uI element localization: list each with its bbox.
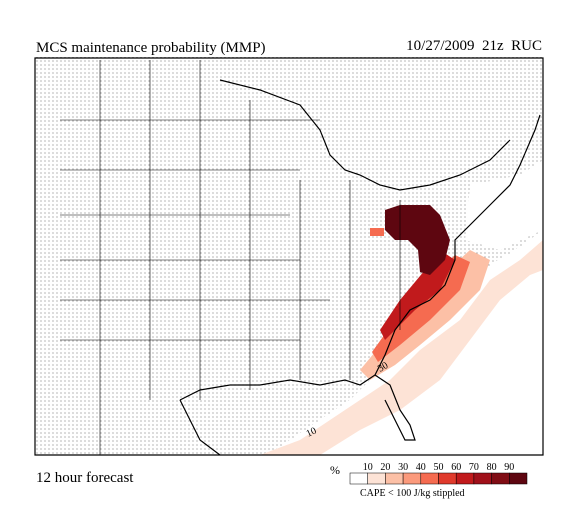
colorbar-box bbox=[385, 472, 404, 485]
colorbar-tick-label: 20 bbox=[380, 462, 390, 473]
colorbar-box bbox=[420, 472, 439, 485]
colorbar-unit: % bbox=[330, 463, 340, 477]
shade-50 bbox=[372, 255, 470, 362]
map: 30 10 bbox=[34, 57, 544, 456]
colorbar-tick-label: 40 bbox=[416, 462, 426, 473]
colorbar-box bbox=[455, 472, 475, 485]
colorbar-tick-label: 30 bbox=[398, 462, 408, 473]
state-lines bbox=[60, 60, 401, 455]
colorbar: 10 20 30 40 50 60 70 80 90 bbox=[349, 462, 528, 485]
colorbar-box bbox=[349, 472, 368, 485]
colorbar-tick-label: 60 bbox=[451, 462, 461, 473]
colorbar-box bbox=[402, 472, 422, 485]
contour-label: 10 bbox=[305, 426, 319, 440]
colorbar-tick-label: 90 bbox=[504, 462, 514, 473]
colorbar-tick-label: 70 bbox=[469, 462, 479, 473]
colorbar-box bbox=[367, 472, 386, 485]
colorbar-tick-label: 80 bbox=[487, 462, 497, 473]
great-lakes-border bbox=[219, 79, 511, 191]
valid-time: 10/27/2009 21z RUC bbox=[406, 38, 542, 54]
texas-coast bbox=[179, 399, 221, 456]
frame bbox=[34, 57, 544, 456]
florida bbox=[374, 374, 416, 441]
contour-label: 30 bbox=[376, 360, 390, 375]
shade-90 bbox=[385, 205, 450, 275]
note: CAPE < 100 J/kg stippled bbox=[360, 488, 465, 499]
shade-small bbox=[370, 228, 384, 236]
colorbar-box bbox=[491, 472, 510, 485]
title: MCS maintenance probability (MMP) bbox=[36, 40, 266, 56]
colorbar-tick-label: 50 bbox=[434, 462, 444, 473]
colorbar-tick-label: 10 bbox=[363, 462, 373, 473]
shade-70 bbox=[380, 250, 455, 340]
unstippled-northeast bbox=[465, 160, 543, 250]
coastline bbox=[179, 114, 541, 401]
colorbar-box bbox=[473, 472, 492, 485]
forecast-label: 12 hour forecast bbox=[36, 470, 134, 486]
colorbar-box bbox=[438, 472, 457, 485]
colorbar-box bbox=[509, 472, 528, 485]
